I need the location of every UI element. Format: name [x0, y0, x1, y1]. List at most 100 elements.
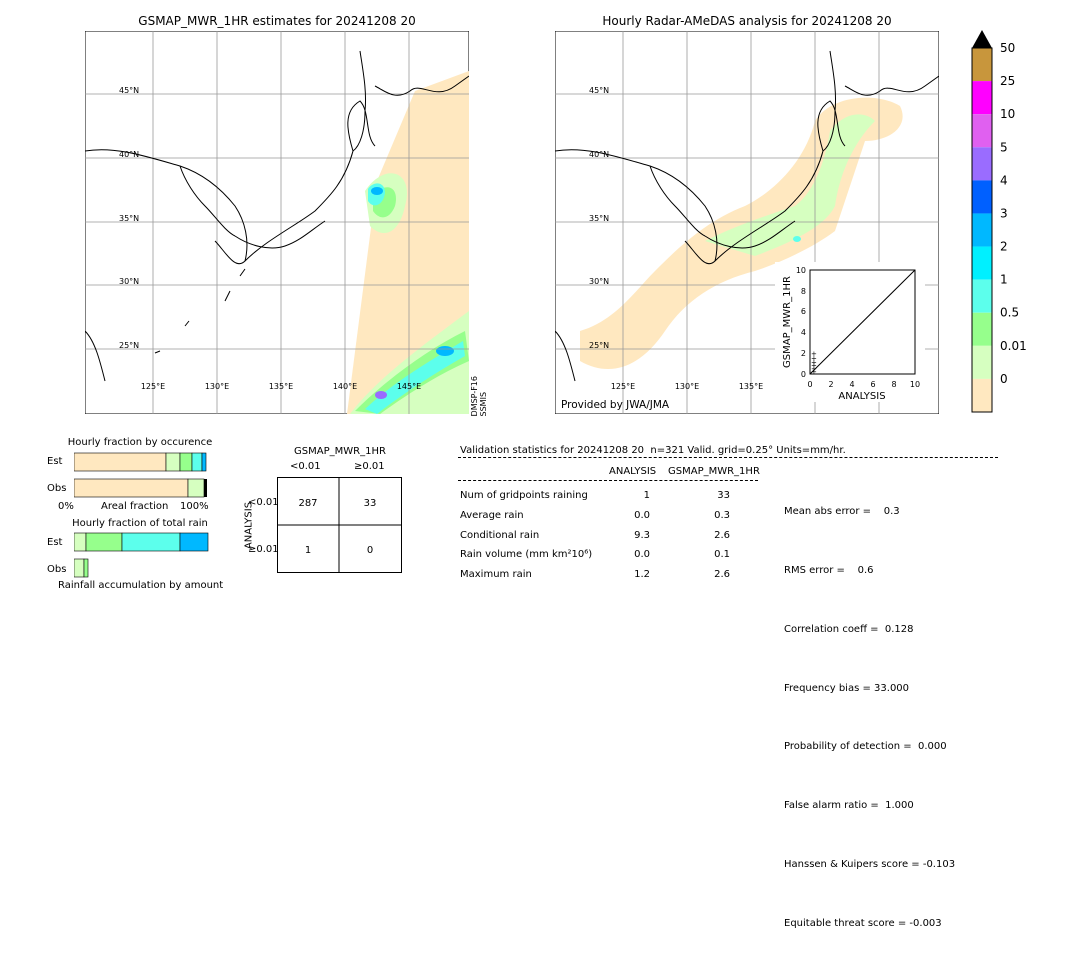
svg-text:6: 6: [870, 380, 875, 389]
svg-text:2: 2: [828, 380, 833, 389]
svg-text:45°N: 45°N: [589, 86, 609, 95]
tot-est-mod: [85, 532, 123, 552]
contingency-col-2: ≥0.01: [354, 461, 385, 472]
occ-obs-light: [187, 478, 205, 498]
occurrence-axis-right: 100%: [180, 501, 209, 512]
stat-label-1: Average rain: [460, 510, 524, 521]
svg-text:10: 10: [796, 266, 806, 275]
colorbar-label: 10: [1000, 107, 1015, 121]
svg-text:0: 0: [807, 380, 812, 389]
score-far: False alarm ratio = 1.000: [784, 800, 914, 812]
colorbar-band: [972, 345, 992, 379]
one-to-one-line: [809, 269, 916, 375]
score-hk: Hanssen & Kuipers score = -0.103: [784, 858, 956, 870]
total-rain-row-est: Est: [47, 537, 63, 548]
rain-core-3: [375, 391, 387, 399]
stat-analysis-3: 0.0: [634, 549, 650, 560]
right-map-title: Hourly Radar-AMeDAS analysis for 2024120…: [602, 14, 892, 28]
colorbar-label: 50: [1000, 41, 1015, 55]
svg-text:10: 10: [910, 380, 920, 389]
stat-label-4: Maximum rain: [460, 569, 532, 580]
stat-label-0: Num of gridpoints raining: [460, 490, 588, 501]
svg-text:25°N: 25°N: [119, 341, 139, 350]
svg-text:30°N: 30°N: [589, 277, 609, 286]
occ-est-light: [165, 452, 181, 472]
inset-scatter: ++++++ 0 2 4 6 8 10 0 2 4 6 8 10 ANALYSI…: [775, 262, 925, 402]
sensor-label: DMSP-F16 SSMIS: [470, 376, 488, 417]
colorbar-label: 5: [1000, 140, 1008, 154]
total-rain-bars: [74, 532, 209, 578]
rain-core-2: [436, 346, 454, 356]
colorbar-label: 0.01: [1000, 339, 1027, 353]
colorbar-band: [972, 147, 992, 181]
score-bias: Frequency bias = 33.000: [784, 682, 910, 694]
score-ets: Equitable threat score = -0.003: [784, 917, 942, 929]
colorbar-label: 25: [1000, 74, 1015, 88]
cell-fn: 1: [305, 545, 311, 556]
cell-tp: 0: [367, 545, 373, 556]
inset-y-ticks: 0 2 4 6 8 10: [796, 266, 806, 379]
right-map-lat-labels: 45°N 40°N 35°N 30°N 25°N: [589, 86, 609, 350]
inset-ylabel: GSMAP_MWR_1HR: [782, 276, 793, 368]
stat-analysis-2: 9.3: [634, 530, 650, 541]
colorbar-arrow: [972, 30, 992, 48]
colorbar-label: 0.5: [1000, 306, 1019, 320]
right-map-coastline: [555, 50, 939, 382]
contingency-row-2: ≥0.01: [248, 544, 279, 555]
contingency-title: GSMAP_MWR_1HR: [294, 446, 386, 457]
colorbar-label: 1: [1000, 273, 1008, 287]
colorbar-band: [972, 246, 992, 280]
stat-gsmap-0: 33: [717, 490, 730, 501]
contingency-row-1: <0.01: [248, 497, 279, 508]
validation-col-gsmap: GSMAP_MWR_1HR: [668, 466, 760, 477]
inset-x-ticks: 0 2 4 6 8 10: [807, 380, 920, 389]
left-map-lon-labels: 125°E 130°E 135°E 140°E 145°E: [141, 382, 421, 391]
occ-est-dry: [74, 452, 167, 472]
colorbar-band: [972, 180, 992, 214]
occ-est-vheavy: [201, 452, 207, 472]
svg-text:35°N: 35°N: [119, 214, 139, 223]
score-list: Mean abs error = 0.3 RMS error = 0.6 Cor…: [784, 463, 955, 953]
occurrence-title: Hourly fraction by occurence: [67, 437, 213, 448]
validation-header: Validation statistics for 20241208 20 n=…: [460, 445, 846, 456]
score-rmse: RMS error = 0.6: [784, 564, 874, 576]
left-map-lat-labels: 45°N 40°N 35°N 30°N 25°N: [119, 86, 139, 350]
radar-light: [705, 114, 875, 256]
tot-obs-mod: [83, 558, 89, 578]
occurrence-bars: [74, 452, 207, 498]
occurrence-row-obs: Obs: [47, 483, 67, 494]
colorbar-label: 3: [1000, 206, 1008, 220]
colorbar-band: [972, 213, 992, 247]
stat-gsmap-4: 2.6: [714, 569, 730, 580]
svg-text:8: 8: [891, 380, 896, 389]
svg-text:40°N: 40°N: [119, 150, 139, 159]
validation-col-analysis: ANALYSIS: [609, 466, 657, 477]
score-corr: Correlation coeff = 0.128: [784, 623, 914, 635]
stat-analysis-4: 1.2: [634, 569, 650, 580]
left-map-coastline: [85, 50, 469, 382]
colorbar-band: [972, 48, 992, 82]
left-map: 45°N 40°N 35°N 30°N 25°N 125°E 130°E 135…: [85, 31, 469, 414]
svg-text:45°N: 45°N: [119, 86, 139, 95]
stat-analysis-0: 1: [643, 490, 650, 501]
occ-est-heavy: [191, 452, 203, 472]
scatter-points: ++++++: [811, 350, 817, 376]
svg-text:8: 8: [801, 287, 806, 296]
svg-text:25°N: 25°N: [589, 341, 609, 350]
svg-text:4: 4: [849, 380, 854, 389]
total-rain-footer: Rainfall accumulation by amount: [58, 580, 224, 591]
svg-text:4: 4: [801, 328, 806, 337]
svg-text:130°E: 130°E: [205, 382, 229, 391]
scatter-point: +: [811, 359, 817, 367]
tot-est-light: [74, 532, 87, 552]
cell-fp: 33: [364, 498, 377, 509]
svg-text:130°E: 130°E: [675, 382, 699, 391]
svg-text:6: 6: [801, 307, 806, 316]
colorbar-band: [972, 279, 992, 313]
swath-light-rain: [347, 71, 469, 414]
tot-obs-light: [74, 558, 85, 578]
occurrence-axis-mid: Areal fraction: [101, 501, 169, 512]
svg-text:40°N: 40°N: [589, 150, 609, 159]
total-rain-row-obs: Obs: [47, 564, 67, 575]
credit-text: Provided by JWA/JMA: [561, 399, 670, 411]
